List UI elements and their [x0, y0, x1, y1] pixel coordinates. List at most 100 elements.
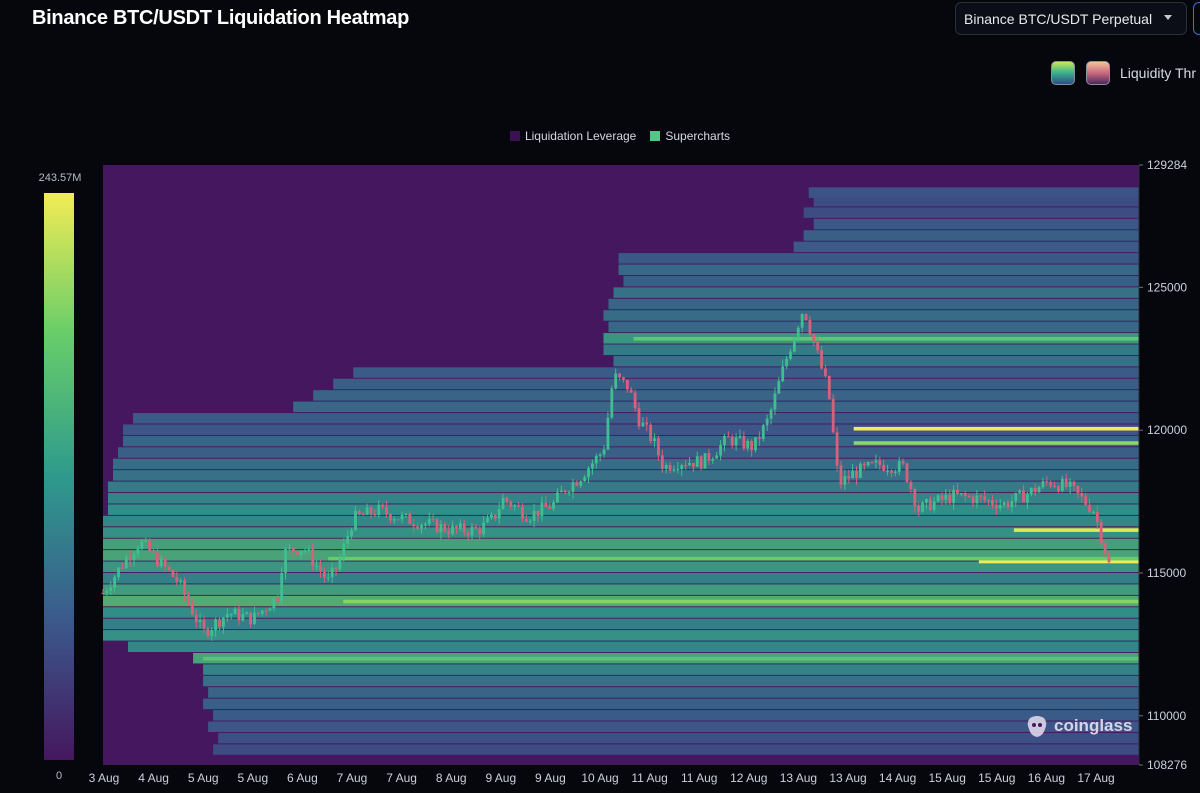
- price-candle: [680, 465, 684, 469]
- price-candle: [171, 570, 175, 577]
- price-candle: [501, 497, 505, 510]
- price-candle: [109, 587, 113, 591]
- legend-item-liquidation-leverage[interactable]: Liquidation Leverage: [509, 129, 637, 143]
- legend-item-supercharts[interactable]: Supercharts: [650, 129, 730, 143]
- price-candle: [435, 519, 439, 533]
- liquidation-band: [108, 481, 1139, 493]
- price-candle: [315, 565, 319, 567]
- liquidation-band: [133, 413, 1139, 424]
- price-candle: [765, 418, 769, 426]
- price-candle: [478, 528, 482, 535]
- price-candle: [676, 468, 680, 471]
- settings-button-edge[interactable]: [1193, 2, 1200, 35]
- price-candle: [260, 610, 264, 614]
- liquidation-band: [128, 641, 1139, 653]
- price-candle: [878, 460, 882, 465]
- price-candle: [963, 493, 967, 497]
- price-candle: [423, 523, 427, 526]
- price-candle: [311, 549, 315, 566]
- x-axis-tick-label: 10 Aug: [581, 771, 618, 785]
- liquidation-band: [203, 698, 1139, 710]
- price-candle: [575, 482, 579, 486]
- liquidation-band: [813, 195, 1139, 207]
- price-candle: [458, 523, 462, 529]
- price-candle: [932, 501, 936, 511]
- pair-selector[interactable]: Binance BTC/USDT Perpetual: [955, 2, 1187, 35]
- y-axis-tick-label: 125000: [1147, 280, 1187, 294]
- price-candle: [319, 565, 322, 572]
- color-scheme-pink-swatch[interactable]: [1086, 61, 1110, 85]
- price-candle: [113, 576, 117, 588]
- price-candle: [851, 470, 855, 479]
- liquidation-band: [103, 515, 1139, 527]
- price-candle: [792, 338, 796, 352]
- liquidation-band: [333, 378, 1139, 390]
- price-candle: [439, 524, 443, 533]
- highlight-band: [633, 336, 1139, 341]
- price-candle: [563, 490, 567, 493]
- color-scheme-green-swatch[interactable]: [1051, 61, 1075, 85]
- price-candle: [1014, 492, 1018, 502]
- price-candle: [326, 577, 330, 579]
- price-candle: [532, 510, 536, 521]
- x-axis-tick-label: 14 Aug: [879, 771, 916, 785]
- price-candle: [715, 455, 719, 459]
- price-candle: [206, 628, 210, 636]
- liquidation-band: [313, 390, 1140, 401]
- price-candle: [354, 510, 357, 531]
- price-candle: [1018, 490, 1022, 493]
- liquidation-band: [208, 687, 1140, 698]
- price-candle: [726, 436, 730, 438]
- price-candle: [392, 519, 396, 521]
- price-candle: [695, 456, 699, 467]
- price-candle: [155, 552, 159, 567]
- price-candle: [280, 572, 284, 602]
- price-candle: [571, 482, 575, 493]
- price-candle: [121, 567, 124, 569]
- liquidation-band: [118, 447, 1139, 458]
- price-candle: [202, 620, 206, 629]
- price-candle: [222, 617, 225, 627]
- price-candle: [1037, 487, 1041, 493]
- price-candle: [198, 620, 202, 623]
- price-candle: [866, 462, 870, 466]
- x-axis-tick-label: 3 Aug: [89, 771, 120, 785]
- liquidation-band: [203, 675, 1139, 687]
- x-axis-tick-label: 7 Aug: [386, 771, 417, 785]
- x-axis-tick-label: 5 Aug: [188, 771, 219, 785]
- legend-label-liquidation-leverage: Liquidation Leverage: [524, 129, 637, 143]
- price-candle: [556, 492, 559, 503]
- price-candle: [827, 375, 831, 399]
- price-candle: [660, 455, 664, 469]
- liquidation-band: [623, 275, 1139, 287]
- price-candle: [334, 567, 338, 569]
- highlight-band: [328, 556, 1139, 561]
- colorbar: [44, 193, 74, 760]
- price-candle: [1002, 502, 1006, 505]
- x-axis-tick-label: 13 Aug: [829, 771, 866, 785]
- liquidation-heatmap-chart[interactable]: 243.57M 0 108276 110000 115000 120000 125000 12…: [0, 150, 1200, 793]
- price-candle: [412, 524, 416, 527]
- price-candle: [948, 494, 952, 503]
- x-axis-tick-label: 17 Aug: [1077, 771, 1114, 785]
- highlight-band: [343, 599, 1139, 604]
- colorbar-max-label: 243.57M: [39, 172, 82, 184]
- liquidation-band: [103, 561, 1139, 573]
- price-candle: [583, 477, 587, 482]
- coinglass-logo-icon: [1027, 716, 1047, 737]
- price-candle: [497, 509, 501, 519]
- price-candle: [276, 597, 280, 602]
- price-candle: [746, 441, 750, 449]
- price-candle: [1060, 478, 1064, 492]
- price-candle: [1022, 490, 1025, 503]
- price-candle: [1033, 487, 1037, 493]
- liquidation-band: [813, 218, 1139, 230]
- price-candle: [303, 550, 307, 552]
- highlight-band: [1013, 528, 1139, 532]
- liquidation-band: [618, 264, 1139, 276]
- price-candle: [952, 489, 956, 503]
- price-candle: [998, 504, 1002, 509]
- liquidation-band: [123, 435, 1139, 447]
- price-candle: [890, 470, 893, 473]
- price-candle: [486, 517, 489, 523]
